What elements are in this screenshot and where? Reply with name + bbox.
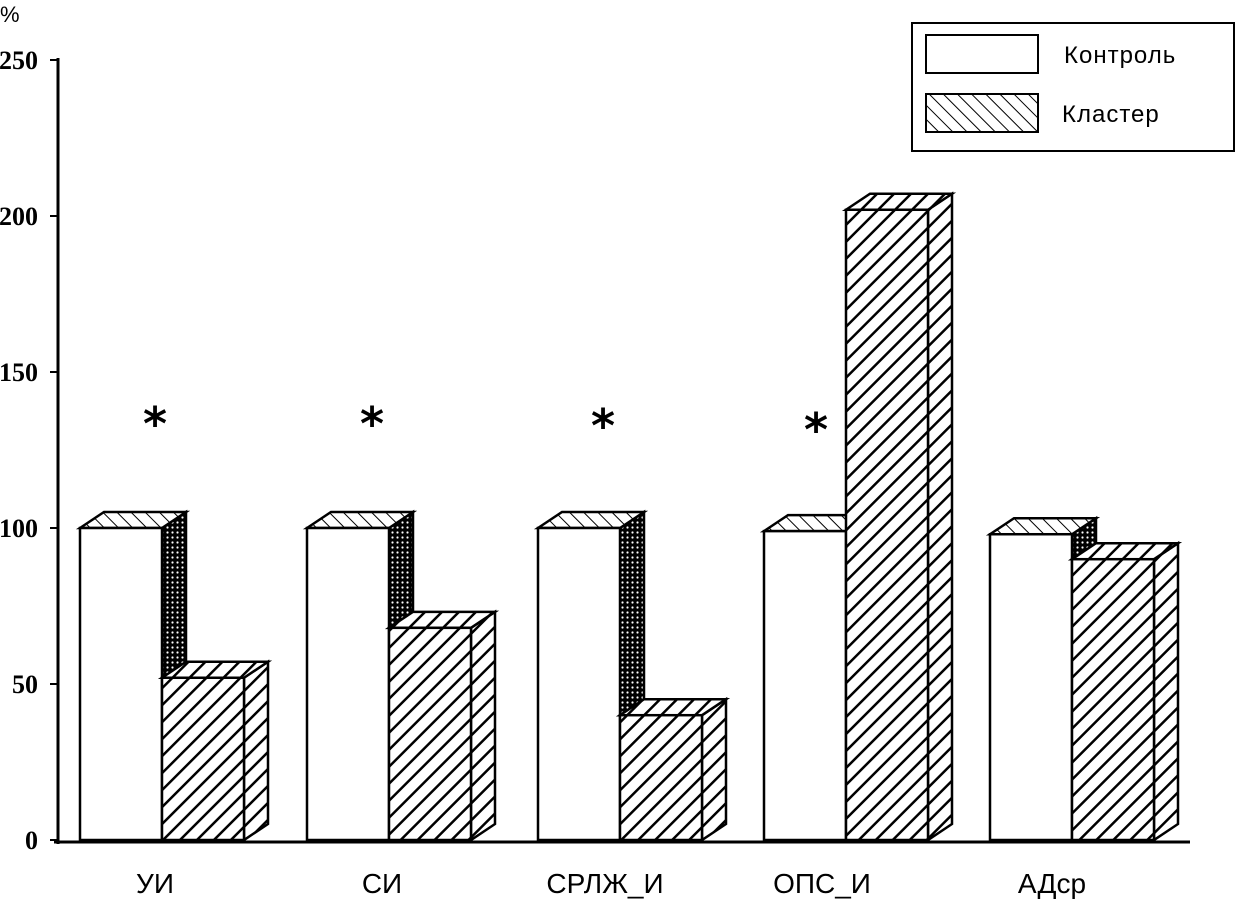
bar-cluster-3-front	[844, 208, 930, 842]
y-tick-label: 250	[0, 46, 38, 75]
legend-label-control: Контроль	[1064, 42, 1176, 69]
y-tick-label: 150	[0, 358, 38, 387]
legend-label-cluster: Кластер	[1062, 101, 1160, 128]
bar-cluster-1-front	[387, 626, 473, 842]
x-category-label: СРЛЖ_И	[546, 868, 663, 899]
bar-cluster-0	[157, 659, 273, 843]
legend-swatch-control	[925, 34, 1039, 74]
bar-control-0-front	[78, 526, 164, 842]
bar-control-4-front	[988, 532, 1074, 842]
bar-control-2	[533, 509, 649, 843]
legend-swatch-cluster	[925, 93, 1039, 133]
labels-group: 0 50 100 150 200 250 УИ СИ СРЛЖ_И ОПС_И АДср * * * *	[0, 46, 1086, 899]
bar-cluster-0-front	[160, 676, 246, 842]
bar-control-1-front	[305, 526, 391, 842]
y-tick-label: 100	[0, 514, 38, 543]
x-category-label: ОПС_И	[773, 868, 871, 899]
significance-marker: *	[804, 403, 828, 457]
bar-cluster-2-front	[618, 713, 704, 842]
x-category-label: УИ	[136, 868, 174, 899]
bar-cluster-4	[1067, 540, 1183, 843]
x-category-label: СИ	[362, 868, 402, 899]
bars-group	[75, 191, 1183, 843]
significance-marker: *	[360, 397, 384, 451]
legend: Контроль Кластер	[911, 22, 1235, 152]
y-tick-label: 50	[12, 670, 38, 699]
y-axis-unit-label: %	[0, 2, 20, 27]
bar-cluster-4-front	[1070, 557, 1156, 842]
significance-marker: *	[591, 399, 615, 453]
bar-cluster-1-side	[469, 609, 497, 843]
bar-cluster-2	[615, 696, 731, 843]
bar-cluster-1	[384, 609, 500, 843]
axes	[50, 58, 1190, 844]
significance-marker: *	[143, 397, 167, 451]
bar-cluster-0-side	[242, 659, 270, 843]
bar-cluster-4-side	[1152, 540, 1180, 843]
y-tick-label: 0	[25, 826, 38, 855]
y-tick-label: 200	[0, 202, 38, 231]
bar-cluster-3	[841, 191, 957, 843]
bar-cluster-3-side	[926, 191, 954, 843]
x-category-label: АДср	[1018, 868, 1086, 899]
bar-cluster-2-side	[700, 696, 728, 843]
bar-control-2-front	[536, 526, 622, 842]
bar-control-3-front	[762, 529, 848, 842]
